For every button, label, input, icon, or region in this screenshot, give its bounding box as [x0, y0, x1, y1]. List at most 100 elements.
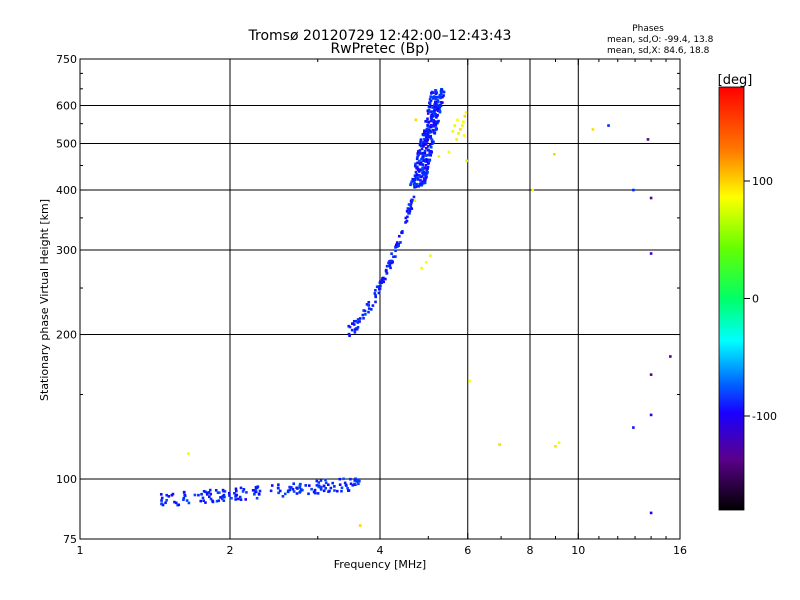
echo-point [431, 96, 435, 99]
echo-point [447, 150, 451, 154]
echo-point [441, 101, 444, 104]
echo-point [340, 486, 344, 490]
echo-point [413, 182, 416, 185]
echo-point [295, 492, 299, 495]
echo-point [388, 263, 392, 266]
echo-point [439, 96, 442, 100]
echo-point [422, 171, 425, 174]
echo-point [369, 308, 373, 311]
echo-point [428, 129, 432, 132]
echo-point [591, 128, 595, 131]
echo-point [217, 499, 221, 502]
echo-point [219, 496, 222, 499]
echo-point [456, 118, 459, 122]
echo-point [401, 230, 404, 233]
echo-point [426, 145, 430, 148]
echo-point [254, 490, 258, 494]
echo-point [428, 98, 432, 101]
echo-point [230, 496, 233, 500]
echo-point [187, 452, 190, 455]
echo-point [438, 107, 441, 110]
echo-point [607, 124, 610, 127]
echo-point [355, 480, 359, 483]
echo-point [258, 489, 262, 493]
echo-point [428, 131, 432, 134]
echo-point [310, 487, 313, 491]
echo-point [498, 443, 501, 446]
echo-point [220, 497, 224, 501]
echo-point [395, 243, 398, 247]
echo-point [413, 174, 417, 178]
x-tick-label: 1 [77, 544, 84, 557]
echo-point [433, 103, 436, 106]
echo-point [423, 137, 426, 141]
echo-point [435, 121, 438, 125]
echo-point [215, 499, 219, 503]
echo-point [424, 120, 427, 123]
echo-point [346, 487, 349, 490]
echo-point [277, 491, 280, 495]
echo-point [429, 145, 433, 149]
echo-point [338, 477, 342, 481]
echo-point [418, 149, 422, 152]
axis-ticks: 1 2 4 6 8 10 16 75 100 200 300 400 500 600 750 [56, 53, 687, 557]
echo-point [159, 493, 163, 496]
echo-point [432, 118, 435, 122]
echo-point [420, 158, 423, 161]
echo-point [417, 184, 421, 188]
y-tick-label: 750 [56, 53, 77, 66]
echo-point [182, 490, 186, 494]
echo-point [364, 313, 367, 316]
echo-point [462, 134, 466, 137]
echo-point [423, 179, 427, 182]
echo-point [160, 496, 164, 500]
echo-point [431, 106, 434, 109]
echo-point [429, 125, 433, 129]
echo-point [343, 481, 347, 485]
echo-point [426, 131, 430, 135]
echo-point [358, 524, 362, 527]
echo-point [281, 495, 285, 498]
echo-point [316, 492, 320, 495]
echo-point [421, 180, 424, 184]
echo-point [356, 318, 360, 321]
echo-point [407, 203, 411, 206]
echo-point [357, 482, 360, 486]
echo-point [358, 479, 361, 483]
echo-point [438, 109, 442, 113]
echo-point [356, 321, 360, 324]
echo-point [436, 109, 440, 113]
echo-point [462, 120, 465, 124]
echo-point [421, 133, 425, 137]
echo-point [425, 140, 429, 143]
echo-point [419, 182, 423, 185]
echo-point [425, 134, 429, 138]
echo-point [404, 221, 407, 224]
echo-point [185, 499, 189, 502]
echo-point [426, 117, 429, 121]
colorbar-label: [deg] [718, 73, 753, 88]
stats-line-x: mean, sd,X: 84.6, 18.8 [607, 46, 710, 56]
echo-point [421, 151, 424, 155]
echo-point [397, 242, 401, 246]
echo-point [404, 216, 408, 220]
x-axis-label: Frequency [MHz] [334, 558, 426, 571]
echo-point [381, 279, 384, 283]
colorbar-tick-label: 0 [752, 293, 759, 306]
echo-point [433, 120, 436, 123]
echo-point [426, 109, 430, 113]
echo-point [427, 128, 431, 131]
echo-point [379, 284, 382, 288]
echo-point [322, 489, 326, 493]
echo-point [419, 140, 422, 144]
echo-point [437, 95, 441, 99]
echo-point [418, 174, 421, 177]
echo-point [397, 234, 401, 238]
echo-point [434, 92, 438, 96]
echo-point [632, 426, 635, 429]
echo-point [646, 138, 650, 141]
echo-point [425, 146, 428, 150]
echo-point [390, 259, 394, 263]
echo-point [435, 103, 439, 107]
echo-point [182, 496, 186, 500]
